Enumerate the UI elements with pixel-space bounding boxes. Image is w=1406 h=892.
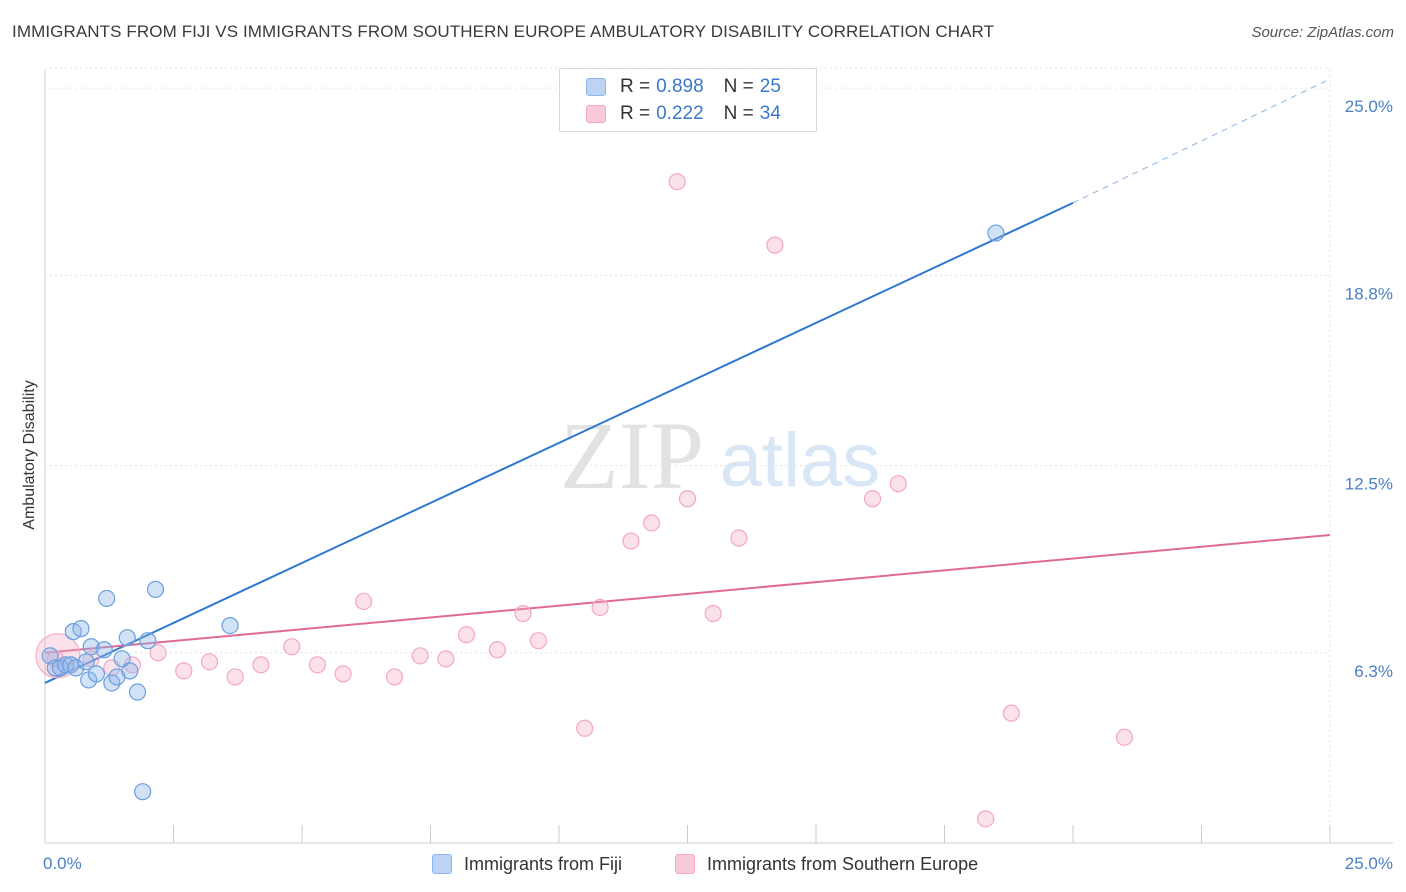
fiji-point <box>118 629 136 647</box>
legend-row-fiji: R = 0.898 N = 25 <box>586 75 781 99</box>
fiji-point <box>221 616 239 635</box>
seurope-point <box>704 604 722 623</box>
stats-legend: R = 0.898 N = 25 R = 0.222 N = 34 <box>559 68 817 132</box>
seurope-swatch <box>586 105 606 123</box>
fiji-point <box>987 224 1005 242</box>
fiji-point <box>77 653 95 671</box>
fiji-point <box>67 659 85 677</box>
fiji-n-label: N = <box>723 76 754 97</box>
watermark: ZIP atlas <box>560 402 880 509</box>
seurope-point <box>82 650 100 668</box>
watermark-zip: ZIP <box>560 402 704 509</box>
data-points <box>35 173 1134 828</box>
fiji-point <box>146 580 165 598</box>
seurope-point <box>308 656 327 674</box>
seurope-point <box>46 650 64 668</box>
y-tick-label: 6.3% <box>1354 662 1393 681</box>
seurope-point <box>514 604 532 623</box>
fiji-trend-line <box>44 201 1074 684</box>
fiji-point <box>121 662 139 680</box>
y-axis-title: Ambulatory Disability <box>21 380 38 529</box>
seurope-point <box>226 668 244 686</box>
seurope-point <box>334 665 352 683</box>
seurope-point <box>622 532 640 550</box>
bottom-fiji-swatch <box>432 854 452 874</box>
seurope-point <box>488 641 506 659</box>
fiji-point <box>128 683 147 701</box>
seurope-point <box>252 656 270 674</box>
x-tick-label: 0.0% <box>43 854 82 873</box>
seurope-point <box>529 632 548 650</box>
fiji-point <box>56 656 75 674</box>
fiji-r-value: 0.898 <box>656 76 704 97</box>
seurope-point <box>591 598 609 617</box>
fiji-n-value: 25 <box>759 76 781 97</box>
bottom-seurope-label: Immigrants from Southern Europe <box>707 853 979 874</box>
bottom-legend-seurope: Immigrants from Southern Europe <box>675 852 978 876</box>
fiji-point <box>72 620 90 638</box>
seurope-point <box>457 626 476 644</box>
x-tick-label: 25.0% <box>1345 854 1393 873</box>
seurope-point <box>355 592 373 611</box>
seurope-point <box>678 490 697 508</box>
seurope-point <box>668 173 686 191</box>
fiji-point <box>113 650 131 668</box>
axes <box>44 70 1393 844</box>
seurope-point <box>385 668 404 686</box>
trend-lines <box>44 78 1331 684</box>
watermark-atlas: atlas <box>720 418 881 503</box>
fiji-point <box>98 589 116 608</box>
seurope-point <box>437 650 455 668</box>
y-tick-label: 12.5% <box>1345 475 1393 494</box>
fiji-point <box>134 783 152 801</box>
seurope-point <box>576 719 594 737</box>
seurope-r-value: 0.222 <box>656 103 704 124</box>
legend-row-seurope: R = 0.222 N = 34 <box>586 102 781 126</box>
y-tick-label: 25.0% <box>1345 97 1393 116</box>
seurope-point <box>1115 728 1134 746</box>
seurope-point <box>411 647 429 665</box>
seurope-point <box>977 810 995 828</box>
bottom-legend-fiji: Immigrants from Fiji <box>432 852 622 876</box>
fiji-point <box>82 638 100 656</box>
fiji-trend-extension <box>1072 78 1331 204</box>
seurope-point <box>642 514 661 532</box>
seurope-n-label: N = <box>723 103 754 124</box>
fiji-point <box>87 665 106 683</box>
tick-labels: 6.3% 12.5% 18.8% 25.0% 0.0% 25.0% <box>43 97 1393 873</box>
fiji-swatch <box>586 78 606 96</box>
seurope-point <box>730 529 748 547</box>
y-tick-label: 18.8% <box>1345 284 1393 303</box>
source-label: Source: ZipAtlas.com <box>1251 24 1394 41</box>
fiji-point <box>139 632 157 650</box>
seurope-point <box>889 475 907 493</box>
fiji-r-label: R = <box>620 76 651 97</box>
seurope-point <box>200 653 219 671</box>
seurope-point <box>766 236 784 254</box>
grid-lines <box>45 67 1331 843</box>
bottom-fiji-label: Immigrants from Fiji <box>464 853 623 874</box>
seurope-point <box>1002 704 1020 722</box>
seurope-point <box>283 638 301 656</box>
seurope-r-label: R = <box>620 103 651 124</box>
seurope-point <box>863 490 882 508</box>
seurope-trend-line <box>44 534 1331 654</box>
seurope-point <box>149 644 167 662</box>
seurope-point <box>175 662 193 680</box>
seurope-n-value: 34 <box>759 103 781 124</box>
bottom-seurope-swatch <box>675 854 695 874</box>
chart-title: IMMIGRANTS FROM FIJI VS IMMIGRANTS FROM … <box>12 22 995 41</box>
fiji-point <box>95 641 113 659</box>
